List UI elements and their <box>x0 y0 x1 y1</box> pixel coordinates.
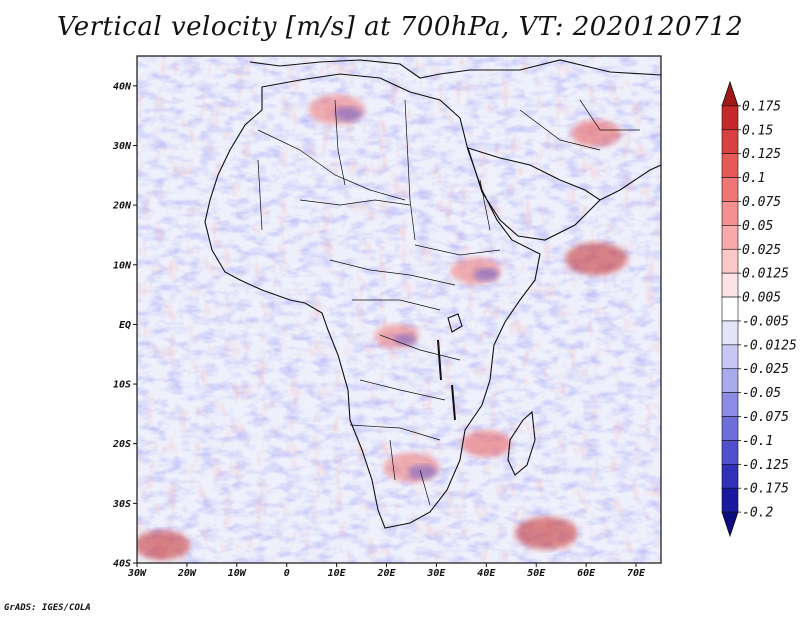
lake-tanganyika <box>437 339 442 381</box>
colorbar-min-triangle <box>721 511 739 538</box>
colorbar-label: 0.1 <box>742 171 765 186</box>
lon-tick-label: 30W <box>127 568 147 579</box>
asia-coastline <box>599 164 661 201</box>
colorbar-label: -0.075 <box>742 410 789 425</box>
arabia-coastline <box>467 147 601 241</box>
longitude-axis: 30W 20W 10W 0 10E 20E 30E 40E 50E 60E 70E <box>127 563 646 579</box>
colorbar-label: 0.125 <box>742 147 781 162</box>
coastlines <box>204 59 661 529</box>
colorbar-swatch <box>721 487 739 513</box>
lon-tick-label: 30E <box>426 568 446 579</box>
colorbar-swatch <box>721 272 739 298</box>
lat-tick-label: 10N <box>113 260 132 271</box>
colorbar-swatch <box>721 296 739 322</box>
lat-tick-label: 20S <box>112 439 131 450</box>
lon-tick-label: 40E <box>477 568 496 579</box>
colorbar-label: -0.025 <box>742 362 789 377</box>
colorbar-label: -0.2 <box>742 506 773 521</box>
colorbar-swatch <box>721 248 739 274</box>
velocity-feature <box>374 324 419 349</box>
lon-tick-label: 10W <box>228 568 247 579</box>
colorbar-label: -0.1 <box>742 434 773 449</box>
map-frame <box>136 55 662 564</box>
colorbar-max-triangle <box>721 80 739 107</box>
colorbar-label: 0.175 <box>742 99 781 114</box>
colorbar-swatch <box>721 105 739 131</box>
lake-victoria <box>447 313 463 333</box>
colorbar-swatch <box>721 320 739 346</box>
colorbar-label: -0.005 <box>742 314 789 329</box>
velocity-feature <box>308 94 365 125</box>
lon-tick-label: 70E <box>627 568 646 579</box>
lon-tick-label: 60E <box>577 568 596 579</box>
colorbar-label: 0.005 <box>742 291 781 306</box>
lat-tick-label: 30S <box>112 499 131 510</box>
lat-tick-label: 40N <box>113 81 132 92</box>
lon-tick-label: 20E <box>376 568 396 579</box>
colorbar-label: -0.175 <box>742 482 789 497</box>
colorbar-label: -0.0125 <box>742 338 797 353</box>
colorbar-label: 0.025 <box>742 243 781 258</box>
madagascar-coastline <box>507 410 536 476</box>
europe-coastline <box>249 59 661 79</box>
colorbar-swatch <box>721 344 739 370</box>
colorbar-label: -0.125 <box>742 458 789 473</box>
velocity-feature <box>451 257 502 285</box>
country-borders <box>257 99 640 506</box>
colorbar-swatch <box>721 177 739 202</box>
colorbar-label: 0.05 <box>742 219 773 234</box>
colorbar: 0.175 0.15 0.125 0.1 0.075 0.05 0.025 0.0125 0.0… <box>721 80 797 538</box>
colorbar-swatch <box>721 416 739 441</box>
colorbar-swatch <box>721 153 739 178</box>
velocity-feature <box>461 430 512 458</box>
velocity-features <box>137 94 628 561</box>
lat-tick-label: 10S <box>113 380 131 391</box>
colorbar-label: 0.075 <box>742 195 781 210</box>
lon-tick-label: 0 <box>284 568 290 579</box>
colorbar-swatch <box>721 392 739 417</box>
colorbar-label: 0.0125 <box>742 267 789 282</box>
colorbar-swatch <box>721 368 739 393</box>
grads-credit: GrADS: IGES/COLA <box>4 603 91 613</box>
velocity-feature <box>571 120 622 148</box>
colorbar-swatch <box>721 440 739 465</box>
lat-tick-label: 30N <box>112 141 132 152</box>
map-area <box>137 56 661 563</box>
colorbar-label: 0.15 <box>742 123 773 138</box>
velocity-feature <box>565 242 628 276</box>
lake-malawi <box>451 384 456 421</box>
colorbar-label: -0.05 <box>742 386 781 401</box>
latitude-axis: 40N 30N 20N 10N EQ 10S 20S 30S 40S <box>112 81 137 570</box>
map-title: Vertical velocity [m/s] at 700hPa, VT: 2… <box>56 12 744 42</box>
velocity-feature <box>383 452 440 483</box>
lat-tick-label: 40S <box>113 559 131 570</box>
velocity-feature <box>137 530 190 561</box>
lat-tick-label: 20N <box>112 201 132 212</box>
colorbar-swatch <box>721 129 739 154</box>
colorbar-swatch <box>721 464 739 489</box>
colorbar-swatch <box>721 225 739 250</box>
velocity-feature <box>515 516 578 550</box>
lon-tick-label: 50E <box>527 568 546 579</box>
colorbar-swatch <box>721 201 739 226</box>
lon-tick-label: 10E <box>328 568 347 579</box>
lat-tick-label: EQ <box>119 320 131 331</box>
lon-tick-label: 20W <box>177 568 197 579</box>
